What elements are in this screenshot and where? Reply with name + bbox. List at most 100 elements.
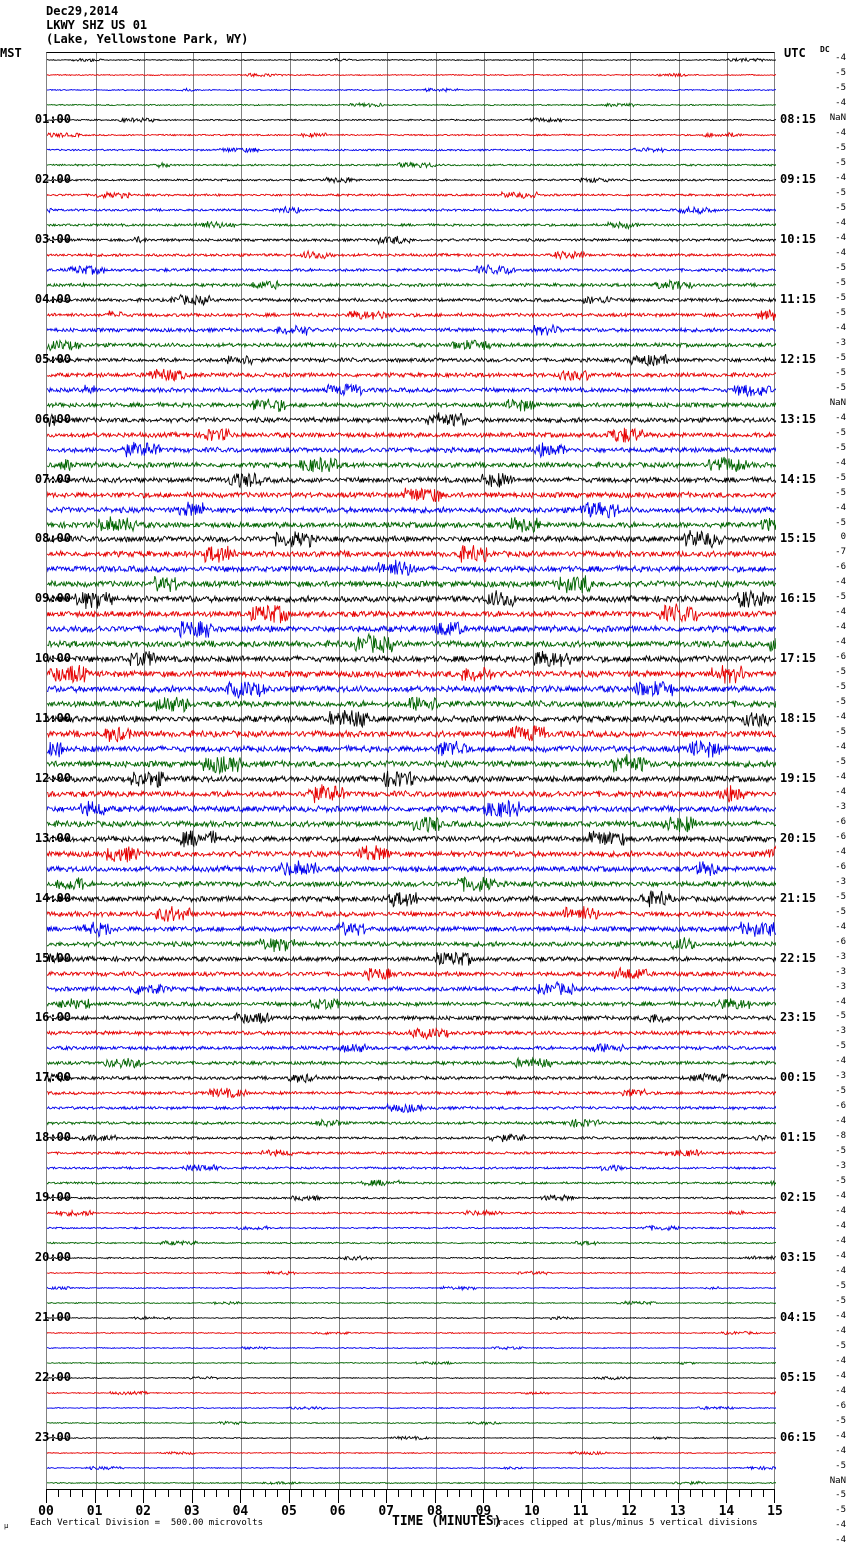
axis-minor-tick [131, 1489, 133, 1497]
x-tick-label: 06 [329, 1504, 346, 1519]
dc-value: -6 [835, 652, 846, 663]
dc-value: -5 [835, 906, 846, 917]
dc-value: -5 [835, 158, 846, 169]
seismic-trace [47, 1245, 776, 1271]
seismic-trace [47, 497, 776, 523]
seismic-trace [47, 482, 776, 508]
dc-value: -5 [835, 427, 846, 438]
axis-minor-tick [264, 1489, 266, 1497]
seismic-trace [47, 1260, 776, 1286]
seismic-trace [47, 601, 776, 627]
dc-value: -5 [835, 517, 846, 528]
dc-value: -4 [835, 1370, 846, 1381]
utc-time-label: 00:15 [780, 1070, 817, 1085]
seismic-trace [47, 751, 776, 777]
seismic-trace [47, 781, 776, 807]
axis-minor-tick [374, 1489, 376, 1497]
seismic-trace [47, 377, 776, 403]
dc-value: -4 [835, 233, 846, 244]
dc-value: -4 [835, 712, 846, 723]
dc-value: -6 [835, 816, 846, 827]
seismic-trace [47, 1065, 776, 1091]
dc-value: -4 [835, 786, 846, 797]
dc-value: -6 [835, 936, 846, 947]
axis-minor-tick [471, 1489, 473, 1497]
axis-minor-tick [665, 1489, 667, 1497]
seismic-trace [47, 1440, 776, 1466]
dc-value: -4 [835, 412, 846, 423]
vertical-gridline [581, 53, 583, 1489]
seismic-trace [47, 856, 776, 882]
utc-time-label: 20:15 [780, 830, 817, 845]
dc-value: -5 [835, 1415, 846, 1426]
utc-time-label: 01:15 [780, 1130, 817, 1145]
dc-value: -5 [835, 697, 846, 708]
dc-value: -5 [835, 292, 846, 303]
vertical-gridline [727, 53, 729, 1489]
axis-minor-tick [422, 1489, 424, 1497]
dc-value: -5 [835, 1490, 846, 1501]
dc-value: -4 [835, 622, 846, 633]
header-station: LKWY SHZ US 01 [46, 18, 148, 32]
seismic-trace [47, 92, 776, 118]
mst-time-label: 03:00 [34, 232, 71, 247]
seismic-trace [47, 766, 776, 792]
utc-time-label: 03:15 [780, 1249, 817, 1264]
axis-major-tick [629, 1489, 631, 1503]
seismic-trace [47, 946, 776, 972]
axis-minor-tick [216, 1489, 218, 1497]
dc-value: -5 [835, 667, 846, 678]
dc-value: -5 [835, 1041, 846, 1052]
seismic-trace [47, 1110, 776, 1136]
axis-minor-tick [349, 1489, 351, 1497]
axis-minor-tick [301, 1489, 303, 1497]
dc-value: -5 [835, 592, 846, 603]
seismic-trace [47, 676, 776, 702]
seismic-trace [47, 1020, 776, 1046]
seismic-trace [47, 137, 776, 163]
mst-time-label: 19:00 [34, 1190, 71, 1205]
mst-time-label: 21:00 [34, 1309, 71, 1324]
mst-time-label: 14:00 [34, 890, 71, 905]
seismic-trace [47, 886, 776, 912]
utc-time-label: 10:15 [780, 232, 817, 247]
dc-value: -4 [835, 502, 846, 513]
seismic-trace [47, 1365, 776, 1391]
seismic-trace [47, 811, 776, 837]
seismic-trace [47, 691, 776, 717]
x-tick-label: 15 [767, 1504, 783, 1519]
dc-value: 0 [840, 532, 846, 543]
seismic-trace [47, 452, 776, 478]
seismic-trace [47, 661, 776, 687]
dc-value: -5 [835, 278, 846, 289]
x-tick-label: 04 [232, 1504, 249, 1519]
dc-value: -5 [835, 382, 846, 393]
seismic-trace [47, 931, 776, 957]
dc-value: -6 [835, 831, 846, 842]
seismic-trace [47, 526, 776, 552]
dc-value: -4 [835, 1056, 846, 1067]
axis-major-tick [726, 1489, 728, 1503]
dc-value: -5 [835, 442, 846, 453]
helicorder-plot [46, 52, 776, 1489]
dc-value: -5 [835, 757, 846, 768]
axis-minor-tick [398, 1489, 400, 1497]
seismic-trace [47, 62, 776, 88]
dc-value: -4 [835, 771, 846, 782]
seismic-trace [47, 571, 776, 597]
seismic-trace [47, 1380, 776, 1406]
seismic-trace [47, 1425, 776, 1451]
axis-major-tick [240, 1489, 242, 1503]
dc-value: -4 [835, 577, 846, 588]
utc-time-label: 21:15 [780, 890, 817, 905]
dc-value: -5 [835, 1086, 846, 1097]
utc-time-label: 23:15 [780, 1010, 817, 1025]
seismic-trace [47, 422, 776, 448]
axis-minor-tick [252, 1489, 254, 1497]
seismic-trace [47, 1395, 776, 1421]
mst-time-label: 06:00 [34, 411, 71, 426]
seismic-trace [47, 347, 776, 373]
axis-major-tick [483, 1489, 485, 1503]
axis-minor-tick [361, 1489, 363, 1497]
